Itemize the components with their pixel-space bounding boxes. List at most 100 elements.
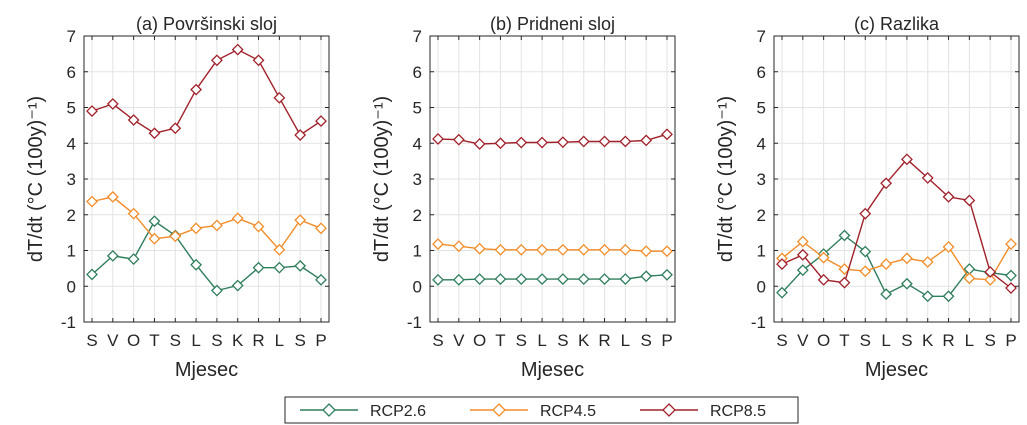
x-tick-label: P [315, 331, 326, 350]
y-tick-label: 2 [67, 206, 76, 225]
x-tick-label: L [621, 331, 630, 350]
series-line-RCP4.5 [781, 240, 1012, 281]
data-point-RCP8.5 [942, 190, 955, 203]
data-point-RCP8.5 [452, 133, 465, 146]
data-point-RCP4.5 [169, 230, 182, 243]
data-point-RCP4.5 [473, 242, 486, 255]
data-point-RCP4.5 [231, 212, 244, 225]
panel-title: (b) Pridneni sloj [490, 14, 615, 34]
data-point-RCP2.6 [106, 249, 119, 262]
x-tick-label: S [516, 331, 527, 350]
data-point-RCP8.5 [817, 273, 830, 286]
y-tick-label: 3 [757, 170, 766, 189]
data-point-RCP8.5 [315, 115, 327, 128]
data-point-RCP2.6 [942, 290, 955, 303]
y-tick-label: 6 [413, 63, 422, 82]
data-point-RCP2.6 [210, 284, 223, 297]
y-tick-label: 2 [757, 206, 766, 225]
x-tick-label: L [275, 331, 284, 350]
x-tick-label: R [598, 331, 610, 350]
y-tick-label: 5 [413, 99, 422, 118]
data-point-RCP4.5 [984, 273, 997, 286]
data-point-RCP8.5 [127, 114, 140, 126]
data-point-RCP8.5 [515, 136, 528, 149]
data-point-RCP2.6 [452, 273, 465, 286]
data-point-RCP8.5 [169, 122, 182, 135]
data-point-RCP8.5 [294, 129, 307, 141]
series-line-RCP2.6 [438, 274, 668, 281]
data-point-RCP2.6 [515, 273, 528, 286]
x-tick-label: S [170, 331, 181, 350]
y-tick-label: 5 [757, 99, 766, 118]
data-point-RCP2.6 [190, 258, 203, 271]
data-point-RCP2.6 [776, 286, 788, 299]
legend-marker-rcp45 [492, 403, 506, 417]
data-point-RCP2.6 [619, 273, 632, 286]
data-point-RCP8.5 [86, 105, 98, 117]
x-tick-label: S [860, 331, 871, 350]
x-tick-label: R [942, 331, 954, 350]
data-point-RCP8.5 [190, 83, 203, 96]
data-point-RCP2.6 [252, 261, 265, 274]
data-point-RCP4.5 [148, 232, 161, 245]
data-point-RCP8.5 [963, 194, 976, 207]
x-tick-label: K [578, 331, 590, 350]
data-point-RCP8.5 [921, 172, 934, 184]
data-point-RCP4.5 [252, 220, 265, 233]
data-point-RCP4.5 [640, 245, 653, 258]
data-point-RCP8.5 [494, 137, 507, 150]
legend-box [284, 396, 799, 424]
data-point-RCP2.6 [577, 273, 590, 286]
y-tick-label: 4 [67, 134, 76, 153]
y-tick-label: 0 [757, 277, 766, 296]
series-line-RCP2.6 [91, 220, 322, 292]
x-tick-label: P [1005, 331, 1016, 350]
data-point-RCP4.5 [963, 272, 976, 285]
data-point-RCP8.5 [231, 43, 244, 56]
data-point-RCP2.6 [231, 279, 244, 292]
x-tick-label: P [661, 331, 672, 350]
data-point-RCP8.5 [536, 136, 549, 149]
data-point-RCP8.5 [838, 276, 851, 289]
y-tick-label: 4 [413, 134, 422, 153]
x-tick-label: O [473, 331, 486, 350]
data-point-RCP8.5 [640, 134, 653, 147]
data-point-RCP2.6 [432, 273, 444, 286]
y-tick-label: 0 [413, 277, 422, 296]
x-tick-label: S [295, 331, 306, 350]
x-tick-label: T [839, 331, 849, 350]
data-point-RCP4.5 [210, 219, 223, 232]
x-tick-label: T [495, 331, 505, 350]
data-point-RCP4.5 [86, 195, 98, 208]
x-tick-label: V [107, 331, 119, 350]
series-line-RCP2.6 [781, 234, 1012, 297]
x-axis-label: Mjesec [175, 359, 238, 381]
data-point-RCP2.6 [880, 288, 893, 301]
data-point-RCP4.5 [556, 243, 569, 256]
data-point-RCP8.5 [984, 266, 997, 278]
data-point-RCP4.5 [273, 243, 286, 256]
data-point-RCP8.5 [556, 136, 569, 149]
data-point-RCP8.5 [776, 258, 788, 271]
data-point-RCP8.5 [473, 138, 486, 150]
data-point-RCP4.5 [796, 235, 809, 248]
x-tick-label: K [922, 331, 934, 350]
data-point-RCP2.6 [473, 273, 486, 286]
series-line-RCP4.5 [91, 196, 322, 251]
data-point-RCP8.5 [661, 128, 673, 141]
data-point-RCP2.6 [148, 215, 161, 228]
legend: RCP2.6 RCP4.5 RCP8.5 [284, 396, 799, 424]
y-tick-label: -1 [751, 313, 766, 332]
series-line-RCP8.5 [91, 48, 322, 137]
data-point-RCP8.5 [252, 54, 265, 67]
data-point-RCP8.5 [796, 248, 809, 261]
data-point-RCP4.5 [106, 190, 119, 203]
data-point-RCP8.5 [273, 91, 286, 104]
x-tick-label: O [127, 331, 140, 350]
x-tick-label: S [557, 331, 568, 350]
data-point-RCP8.5 [210, 54, 223, 67]
data-point-RCP2.6 [921, 290, 934, 303]
data-point-RCP4.5 [921, 256, 934, 268]
data-point-RCP4.5 [432, 238, 444, 250]
